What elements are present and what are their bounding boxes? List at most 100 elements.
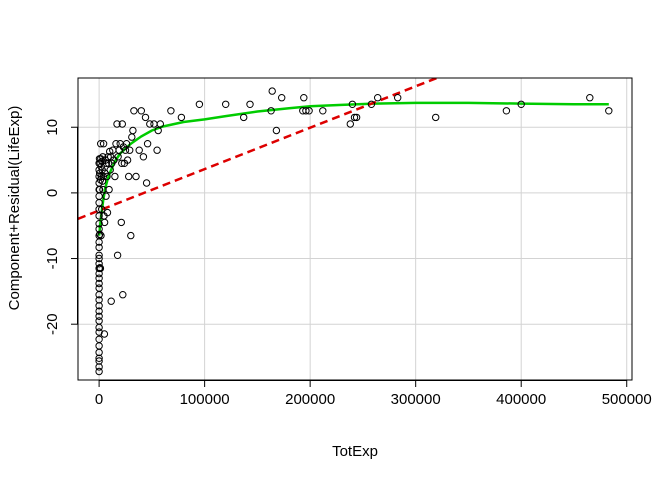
data-point-115 bbox=[240, 113, 248, 122]
x-tick-label-3: 300000 bbox=[391, 391, 441, 408]
data-point-79 bbox=[113, 120, 121, 128]
data-point-6 bbox=[95, 335, 103, 343]
data-point-106 bbox=[146, 120, 154, 128]
data-point-85 bbox=[118, 159, 126, 168]
data-point-111 bbox=[167, 107, 175, 115]
data-point-50 bbox=[98, 205, 106, 214]
data-point-16 bbox=[95, 279, 103, 288]
y-tick-label-0: -20 bbox=[44, 313, 61, 335]
grid-lines bbox=[78, 78, 632, 380]
data-point-87 bbox=[119, 291, 127, 299]
data-point-119 bbox=[272, 126, 281, 135]
data-point-13 bbox=[95, 296, 103, 304]
data-point-128 bbox=[350, 113, 359, 122]
data-point-93 bbox=[125, 172, 133, 181]
data-point-116 bbox=[246, 100, 254, 109]
data-point-91 bbox=[122, 140, 131, 148]
smooth-fit-line bbox=[97, 101, 609, 236]
data-point-123 bbox=[302, 107, 310, 115]
data-point-137 bbox=[605, 107, 613, 115]
data-point-131 bbox=[374, 94, 382, 102]
data-point-101 bbox=[137, 107, 146, 115]
data-point-135 bbox=[517, 100, 525, 109]
data-point-107 bbox=[150, 120, 158, 128]
data-point-1 bbox=[95, 363, 103, 371]
data-point-102 bbox=[139, 153, 148, 161]
data-point-65 bbox=[103, 172, 111, 181]
data-point-82 bbox=[115, 146, 123, 154]
data-point-66 bbox=[103, 208, 112, 217]
data-point-136 bbox=[586, 94, 594, 102]
data-point-2 bbox=[95, 357, 103, 365]
data-point-132 bbox=[394, 94, 402, 102]
data-point-109 bbox=[154, 126, 162, 135]
y-axis: -20 -10 0 10 bbox=[44, 119, 78, 335]
data-point-48 bbox=[97, 162, 105, 171]
data-point-96 bbox=[128, 133, 136, 141]
data-point-84 bbox=[117, 218, 126, 227]
data-point-47 bbox=[97, 231, 105, 240]
data-point-38 bbox=[95, 185, 104, 194]
data-point-10 bbox=[95, 312, 103, 320]
data-point-68 bbox=[104, 159, 113, 168]
data-point-99 bbox=[132, 172, 140, 181]
y-tick-label-2: 0 bbox=[44, 189, 61, 197]
y-axis-label: Component+Residual(LifeExp) bbox=[6, 106, 23, 311]
data-point-114 bbox=[222, 100, 230, 109]
data-point-124 bbox=[305, 107, 313, 115]
data-point-21 bbox=[95, 254, 103, 263]
y-tick-label-1: -10 bbox=[44, 248, 61, 270]
data-point-40 bbox=[96, 230, 104, 239]
data-point-86 bbox=[118, 120, 127, 128]
data-point-118 bbox=[268, 87, 276, 95]
x-axis-label: TotExp bbox=[332, 443, 378, 460]
x-axis: 0 100000 200000 300000 400000 500000 bbox=[95, 380, 652, 408]
data-point-26 bbox=[95, 225, 103, 233]
data-point-95 bbox=[127, 231, 135, 240]
data-point-103 bbox=[141, 113, 150, 122]
y-tick-label-3: 10 bbox=[44, 119, 61, 136]
data-point-110 bbox=[156, 120, 165, 128]
data-point-120 bbox=[278, 94, 286, 102]
data-point-129 bbox=[352, 113, 361, 122]
data-point-92 bbox=[123, 156, 132, 164]
plot-frame bbox=[77, 77, 633, 381]
smooth-fit-layer bbox=[97, 101, 609, 236]
data-point-63 bbox=[102, 192, 110, 200]
data-point-130 bbox=[367, 100, 376, 109]
data-point-80 bbox=[113, 251, 122, 260]
data-point-60 bbox=[100, 218, 109, 227]
x-tick-label-1: 100000 bbox=[180, 391, 230, 408]
data-point-117 bbox=[267, 107, 275, 115]
x-tick-label-0: 0 bbox=[95, 391, 103, 408]
data-point-9 bbox=[95, 317, 103, 325]
x-tick-label-2: 200000 bbox=[285, 391, 335, 408]
data-point-51 bbox=[98, 157, 106, 166]
data-point-113 bbox=[195, 100, 204, 109]
data-point-127 bbox=[348, 100, 357, 109]
data-point-23 bbox=[95, 243, 103, 252]
data-point-45 bbox=[97, 140, 105, 148]
data-point-134 bbox=[502, 107, 511, 115]
data-point-112 bbox=[177, 113, 186, 122]
x-tick-label-5: 500000 bbox=[602, 391, 652, 408]
data-point-69 bbox=[105, 185, 113, 194]
data-point-133 bbox=[432, 113, 440, 122]
data-point-77 bbox=[111, 172, 119, 181]
data-point-73 bbox=[107, 297, 115, 305]
data-point-97 bbox=[129, 126, 137, 135]
data-point-108 bbox=[153, 146, 161, 154]
data-point-122 bbox=[300, 94, 308, 102]
data-point-126 bbox=[346, 120, 354, 128]
data-point-57 bbox=[99, 140, 108, 148]
data-point-78 bbox=[112, 140, 120, 148]
data-point-11 bbox=[95, 307, 103, 315]
data-point-0 bbox=[95, 367, 103, 376]
data-point-12 bbox=[95, 302, 103, 310]
data-point-94 bbox=[126, 146, 134, 154]
data-point-59 bbox=[100, 330, 109, 338]
data-point-98 bbox=[130, 107, 138, 115]
data-point-17 bbox=[95, 274, 103, 282]
data-point-105 bbox=[143, 140, 152, 148]
